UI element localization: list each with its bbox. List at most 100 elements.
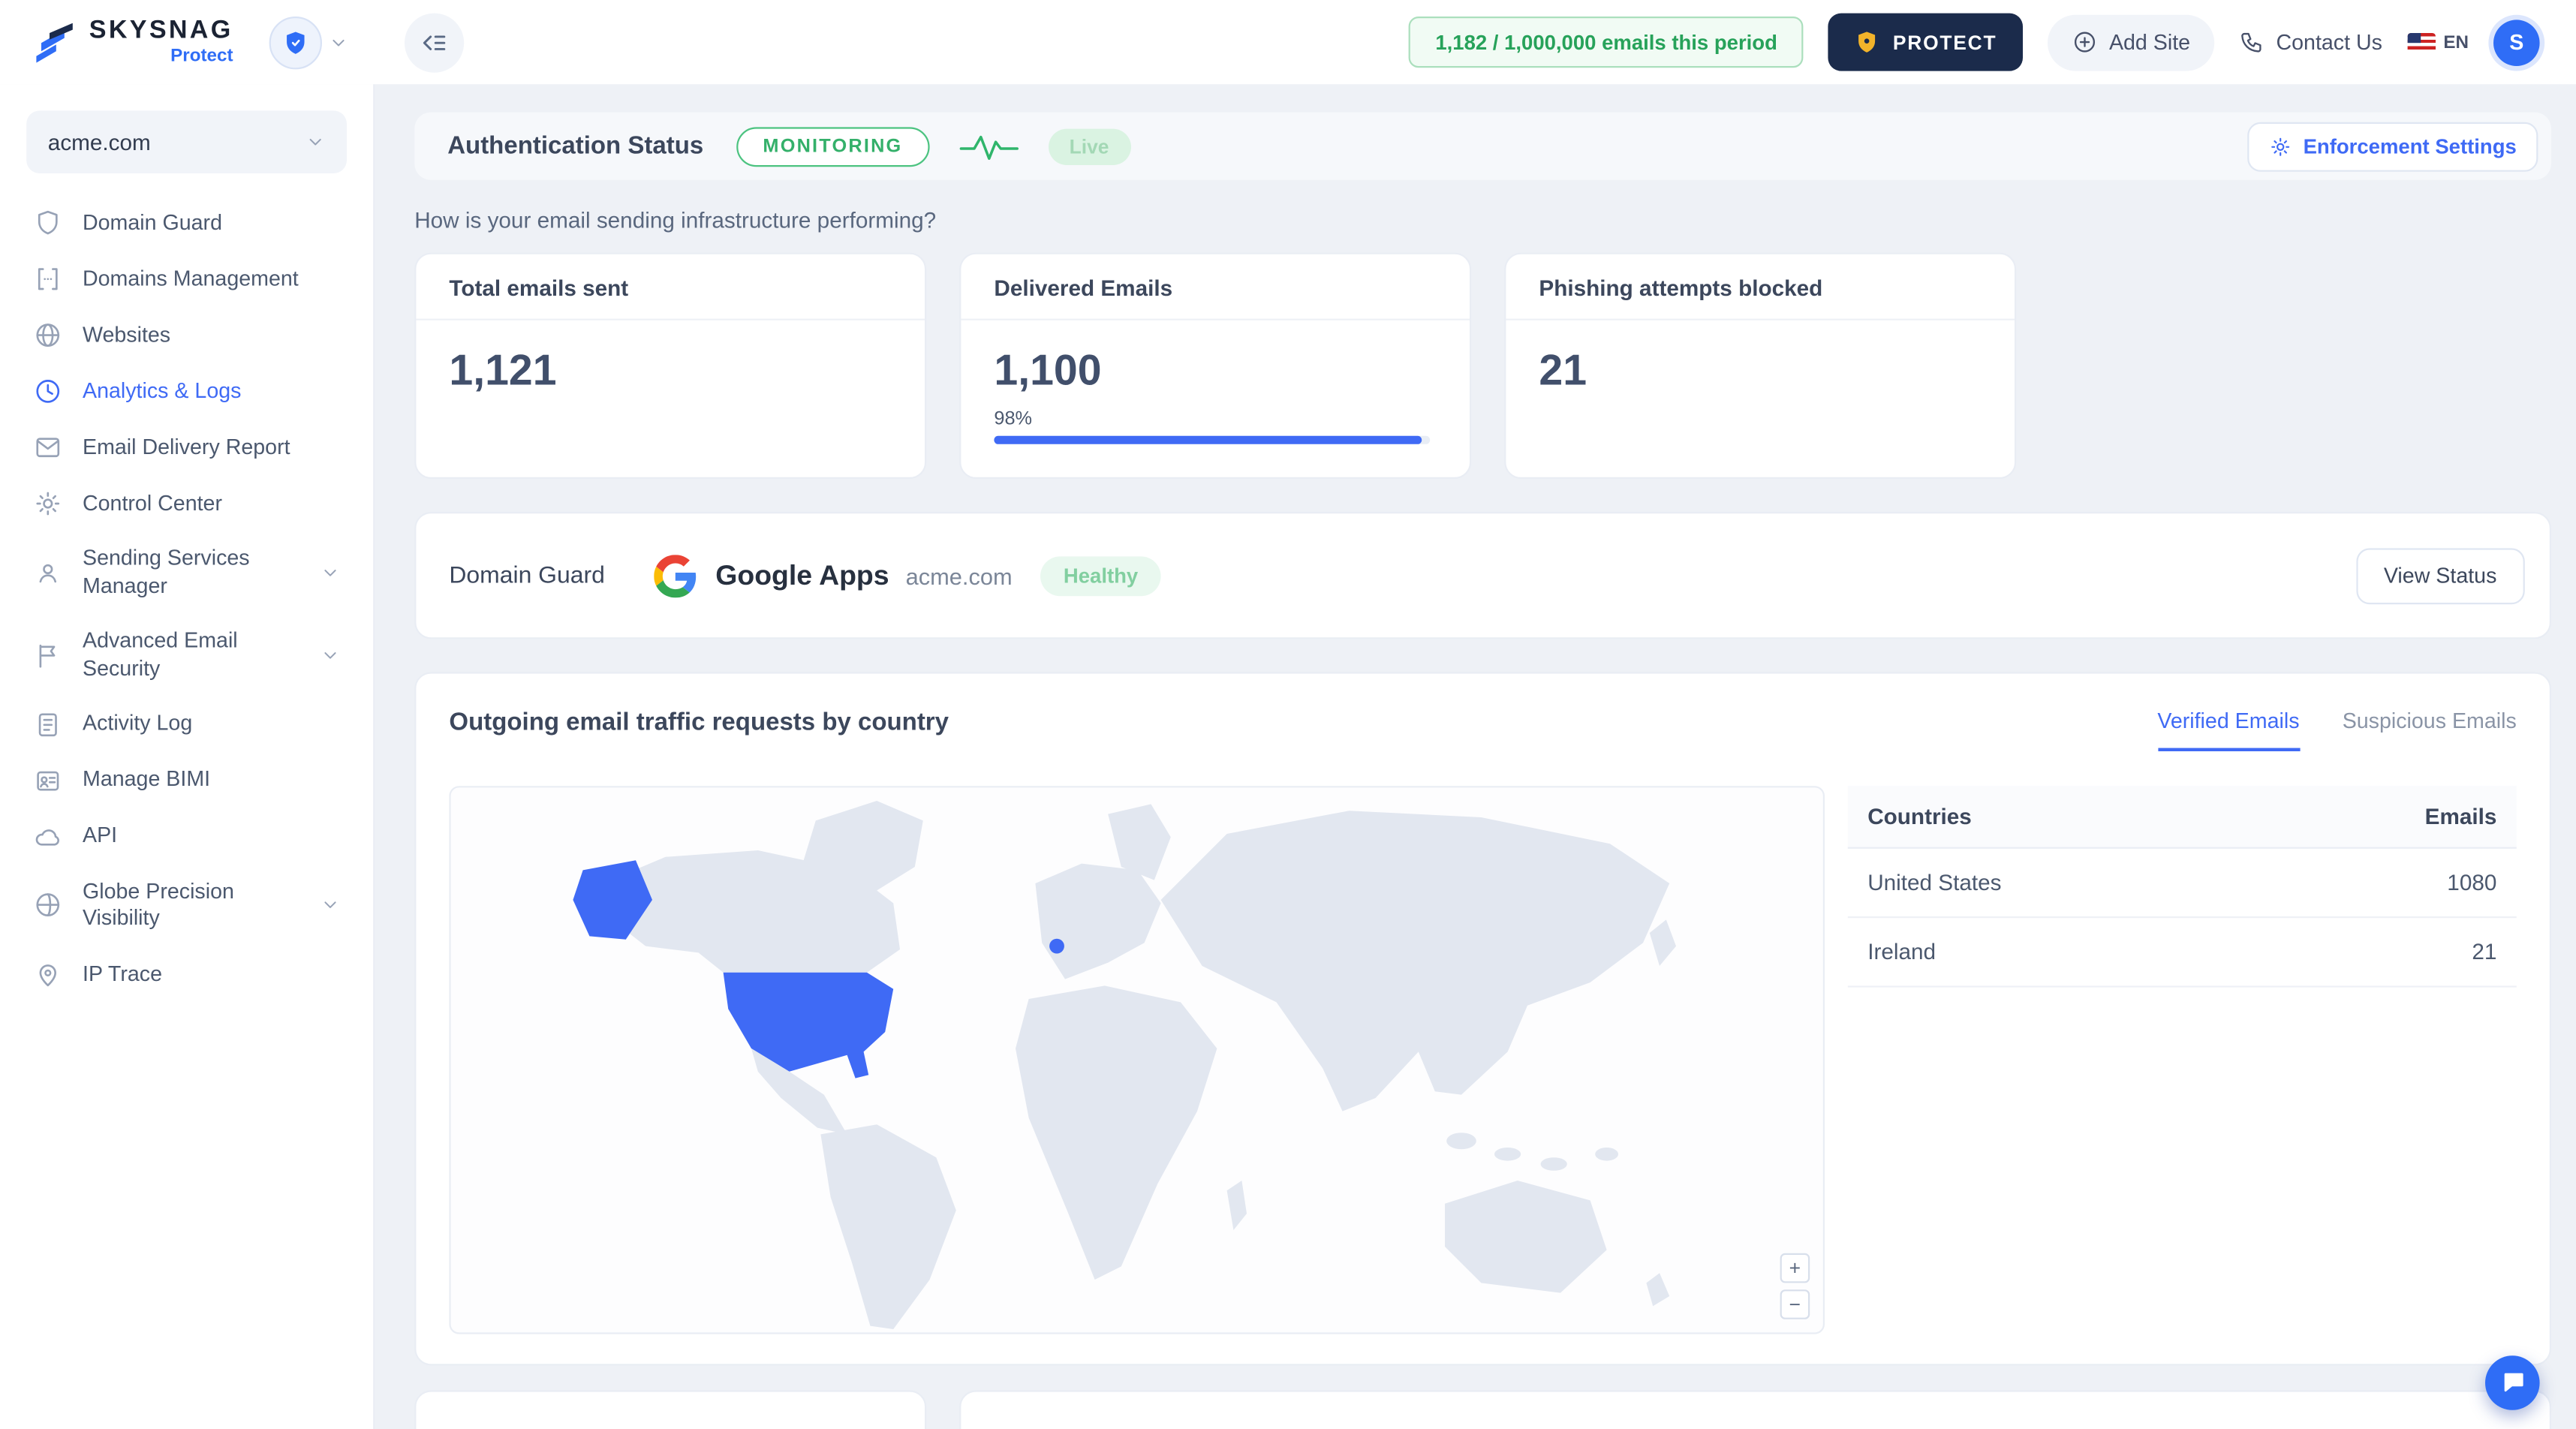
- sidebar-item-ip-trace[interactable]: IP Trace: [26, 946, 347, 1003]
- sidebar-item-control-center[interactable]: Control Center: [26, 476, 347, 532]
- brackets-icon: [38, 268, 58, 290]
- language-selector[interactable]: EN: [2406, 32, 2469, 53]
- sidebar-item-domain-guard[interactable]: Domain Guard: [26, 195, 347, 251]
- col-countries: Countries: [1867, 804, 1972, 829]
- sidebar-item-websites[interactable]: Websites: [26, 307, 347, 363]
- google-logo-icon: [654, 554, 697, 597]
- bottom-cards-row: [414, 1390, 2551, 1429]
- card-partial: [414, 1390, 927, 1429]
- us-flag-icon: [2406, 32, 2436, 53]
- enforcement-settings-button[interactable]: Enforcement Settings: [2246, 121, 2538, 171]
- sidebar: acme.com Domain Guard Domains Management…: [0, 84, 375, 1429]
- chevron-down-icon: [324, 651, 336, 658]
- sidebar-item-api[interactable]: API: [26, 808, 347, 865]
- collapse-icon: [423, 35, 446, 50]
- authentication-status-bar: Authentication Status MONITORING Live En…: [414, 112, 2552, 180]
- map-zoom-controls: + −: [1780, 1253, 1810, 1319]
- sidebar-item-activity-log[interactable]: Activity Log: [26, 696, 347, 752]
- delivery-progress-track: [994, 435, 1431, 444]
- shield-badge-icon: [269, 15, 323, 69]
- chat-icon: [2503, 1373, 2523, 1392]
- chevron-down-icon: [324, 569, 336, 576]
- tab-suspicious-emails[interactable]: Suspicious Emails: [2342, 708, 2517, 733]
- id-badge-icon: [37, 770, 59, 790]
- top-bar: SKYSNAG Protect 1,182 / 1,000,000 emails…: [0, 0, 2576, 85]
- flag-icon: [39, 644, 56, 667]
- delivered-emails-card: Delivered Emails 1,100 98%: [959, 252, 1472, 479]
- main-content: Authentication Status MONITORING Live En…: [375, 84, 2576, 1429]
- shield-icon: [38, 210, 58, 235]
- healthy-status-badge: Healthy: [1040, 555, 1162, 596]
- traffic-tabs: Verified Emails Suspicious Emails: [2157, 708, 2517, 751]
- add-site-button[interactable]: Add Site: [2048, 14, 2216, 71]
- heartbeat-icon: [958, 134, 1018, 159]
- sidebar-item-analytics-logs[interactable]: Analytics & Logs: [26, 363, 347, 420]
- contact-us-button[interactable]: Contact Us: [2240, 30, 2382, 55]
- domain-selector[interactable]: acme.com: [26, 110, 347, 173]
- sidebar-item-manage-bimi[interactable]: Manage BIMI: [26, 752, 347, 808]
- plus-circle-icon: [2075, 32, 2096, 53]
- sidebar-item-domains-management[interactable]: Domains Management: [26, 251, 347, 307]
- countries-table-header: Countries Emails: [1847, 786, 2517, 849]
- email-usage-badge: 1,182 / 1,000,000 emails this period: [1409, 17, 1804, 68]
- live-badge: Live: [1048, 128, 1131, 164]
- phishing-blocked-card: Phishing attempts blocked 21: [1504, 252, 2017, 479]
- protect-button[interactable]: PROTECT: [1828, 13, 2024, 71]
- sidebar-collapse-button[interactable]: [405, 12, 465, 72]
- sidebar-item-email-delivery-report[interactable]: Email Delivery Report: [26, 420, 347, 476]
- skysnag-logo[interactable]: SKYSNAG Protect: [33, 19, 233, 66]
- traffic-card-title: Outgoing email traffic requests by count…: [449, 708, 949, 737]
- domain-guard-provider-card: Domain Guard Google Apps acme.com Health…: [414, 512, 2552, 639]
- globe-pin-icon: [36, 894, 60, 917]
- infrastructure-question: How is your email sending infrastructure…: [414, 208, 937, 233]
- globe-icon: [36, 323, 60, 347]
- cloud-icon: [35, 829, 59, 845]
- total-emails-card: Total emails sent 1,121: [414, 252, 927, 479]
- provider-name: Google Apps: [715, 558, 889, 591]
- total-emails-value: 1,121: [449, 344, 557, 395]
- chevron-down-icon: [333, 38, 345, 46]
- table-row: United States 1080: [1847, 849, 2517, 919]
- sidebar-nav: Domain Guard Domains Management Websites…: [26, 195, 347, 1003]
- auth-status-title: Authentication Status: [447, 132, 704, 161]
- chevron-down-icon: [309, 138, 321, 146]
- brand-product: Protect: [170, 46, 233, 66]
- outgoing-traffic-card: Outgoing email traffic requests by count…: [414, 672, 2552, 1366]
- country-emails: 1080: [2447, 870, 2497, 895]
- card-title: Phishing attempts blocked: [1506, 254, 2015, 320]
- mail-icon: [36, 438, 60, 458]
- card-partial: [959, 1390, 2551, 1429]
- map-zoom-out-button[interactable]: −: [1780, 1289, 1810, 1319]
- world-map-svg: [573, 801, 1676, 1329]
- skysnag-logo-icon: [36, 22, 73, 62]
- map-region-united-states: [723, 972, 894, 1079]
- delivery-percent-label: 98%: [994, 409, 1033, 429]
- tab-verified-emails[interactable]: Verified Emails: [2157, 708, 2300, 751]
- world-map[interactable]: + −: [449, 786, 1825, 1334]
- countries-table: Countries Emails United States 1080 Irel…: [1847, 786, 2517, 1334]
- col-emails: Emails: [2424, 804, 2497, 829]
- sidebar-item-advanced-email-security[interactable]: Advanced Email Security: [26, 614, 347, 696]
- card-title: Total emails sent: [416, 254, 925, 320]
- person-icon: [39, 564, 57, 583]
- document-icon: [38, 712, 57, 736]
- map-zoom-in-button[interactable]: +: [1780, 1253, 1810, 1283]
- country-name: United States: [1867, 870, 2002, 895]
- user-avatar[interactable]: S: [2493, 19, 2540, 65]
- delivery-progress-fill: [994, 435, 1422, 444]
- chat-launcher-button[interactable]: [2485, 1355, 2540, 1409]
- view-status-button[interactable]: View Status: [2355, 547, 2525, 604]
- delivered-emails-value: 1,100: [994, 344, 1102, 395]
- chevron-down-icon: [324, 902, 336, 909]
- table-row: Ireland 21: [1847, 918, 2517, 988]
- gear-icon: [2271, 137, 2289, 155]
- sidebar-item-globe-precision-visibility[interactable]: Globe Precision Visibility: [26, 865, 347, 947]
- sidebar-item-sending-services-manager[interactable]: Sending Services Manager: [26, 531, 347, 614]
- location-pin-icon: [39, 964, 57, 987]
- monitoring-status-badge: MONITORING: [736, 126, 929, 167]
- stats-row: Total emails sent 1,121 Delivered Emails…: [414, 252, 2551, 479]
- domain-guard-label: Domain Guard: [449, 562, 605, 589]
- map-region-ireland: [1049, 938, 1064, 954]
- protection-menu[interactable]: [269, 15, 349, 69]
